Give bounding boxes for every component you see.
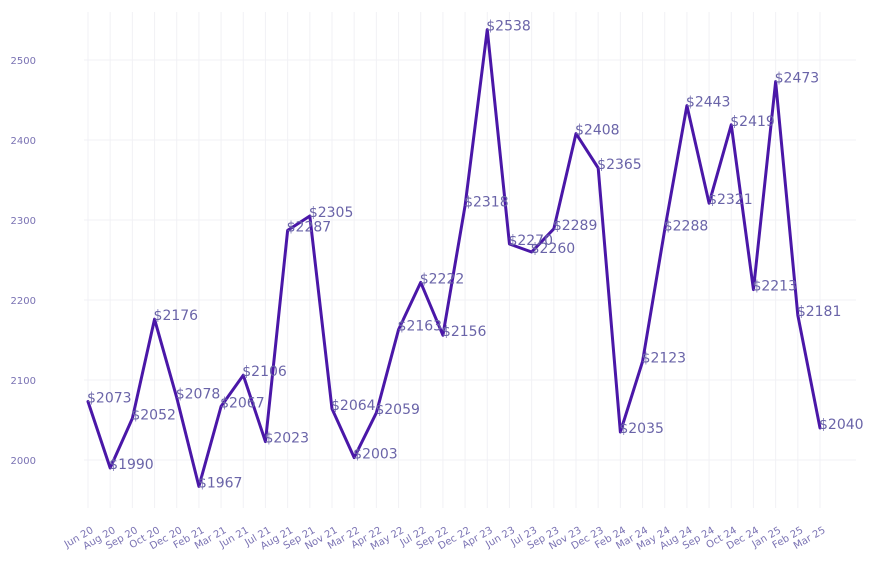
data-label: $2064 xyxy=(331,398,376,414)
data-label: $2305 xyxy=(309,205,354,221)
data-label: $2473 xyxy=(775,71,820,87)
y-tick-label: 2500 xyxy=(11,56,36,67)
y-tick-label: 2100 xyxy=(11,376,36,387)
y-axis-tick-labels: 2000 2100 2200 2300 2400 2500 xyxy=(11,56,36,467)
data-label: $2365 xyxy=(597,157,642,173)
data-label: $2078 xyxy=(176,387,221,403)
data-label: $2288 xyxy=(664,219,709,235)
data-label: $2538 xyxy=(486,19,531,35)
data-label: $2035 xyxy=(619,421,664,437)
data-label: $2123 xyxy=(642,351,687,367)
data-label: $2073 xyxy=(87,391,132,407)
data-label: $2222 xyxy=(420,271,465,287)
data-label: $2163 xyxy=(398,319,443,335)
data-label: $2067 xyxy=(220,395,265,411)
data-label: $2321 xyxy=(708,192,753,208)
data-label: $2270 xyxy=(508,233,553,249)
data-label: $2419 xyxy=(730,114,775,130)
data-label: $2181 xyxy=(797,304,842,320)
data-label: $2040 xyxy=(819,417,864,433)
data-label: $1967 xyxy=(198,475,243,491)
data-label: $2289 xyxy=(553,218,598,234)
price-series-line xyxy=(86,28,822,488)
y-tick-label: 2400 xyxy=(11,136,36,147)
data-label: $1990 xyxy=(109,457,154,473)
vertical-gridlines xyxy=(87,12,821,508)
data-label: $2106 xyxy=(242,364,287,380)
y-tick-label: 2200 xyxy=(11,296,36,307)
data-label: $2052 xyxy=(131,407,176,423)
data-label: $2176 xyxy=(154,308,199,324)
data-label: $2213 xyxy=(752,279,797,295)
data-label: $2059 xyxy=(375,402,420,418)
data-label: $2318 xyxy=(464,195,509,211)
data-label: $2287 xyxy=(287,219,332,235)
data-label: $2156 xyxy=(442,324,487,340)
data-label: $2003 xyxy=(353,447,398,463)
data-label: $2023 xyxy=(264,431,309,447)
y-tick-label: 2300 xyxy=(11,216,36,227)
data-labels: $2073 $1990 $2052 $2176 $2078 $1967 $2067 $2106… xyxy=(87,19,864,492)
data-label: $2443 xyxy=(686,95,731,111)
data-label: $2408 xyxy=(575,123,620,139)
data-label: $2260 xyxy=(531,241,576,257)
y-tick-label: 2000 xyxy=(11,456,36,467)
